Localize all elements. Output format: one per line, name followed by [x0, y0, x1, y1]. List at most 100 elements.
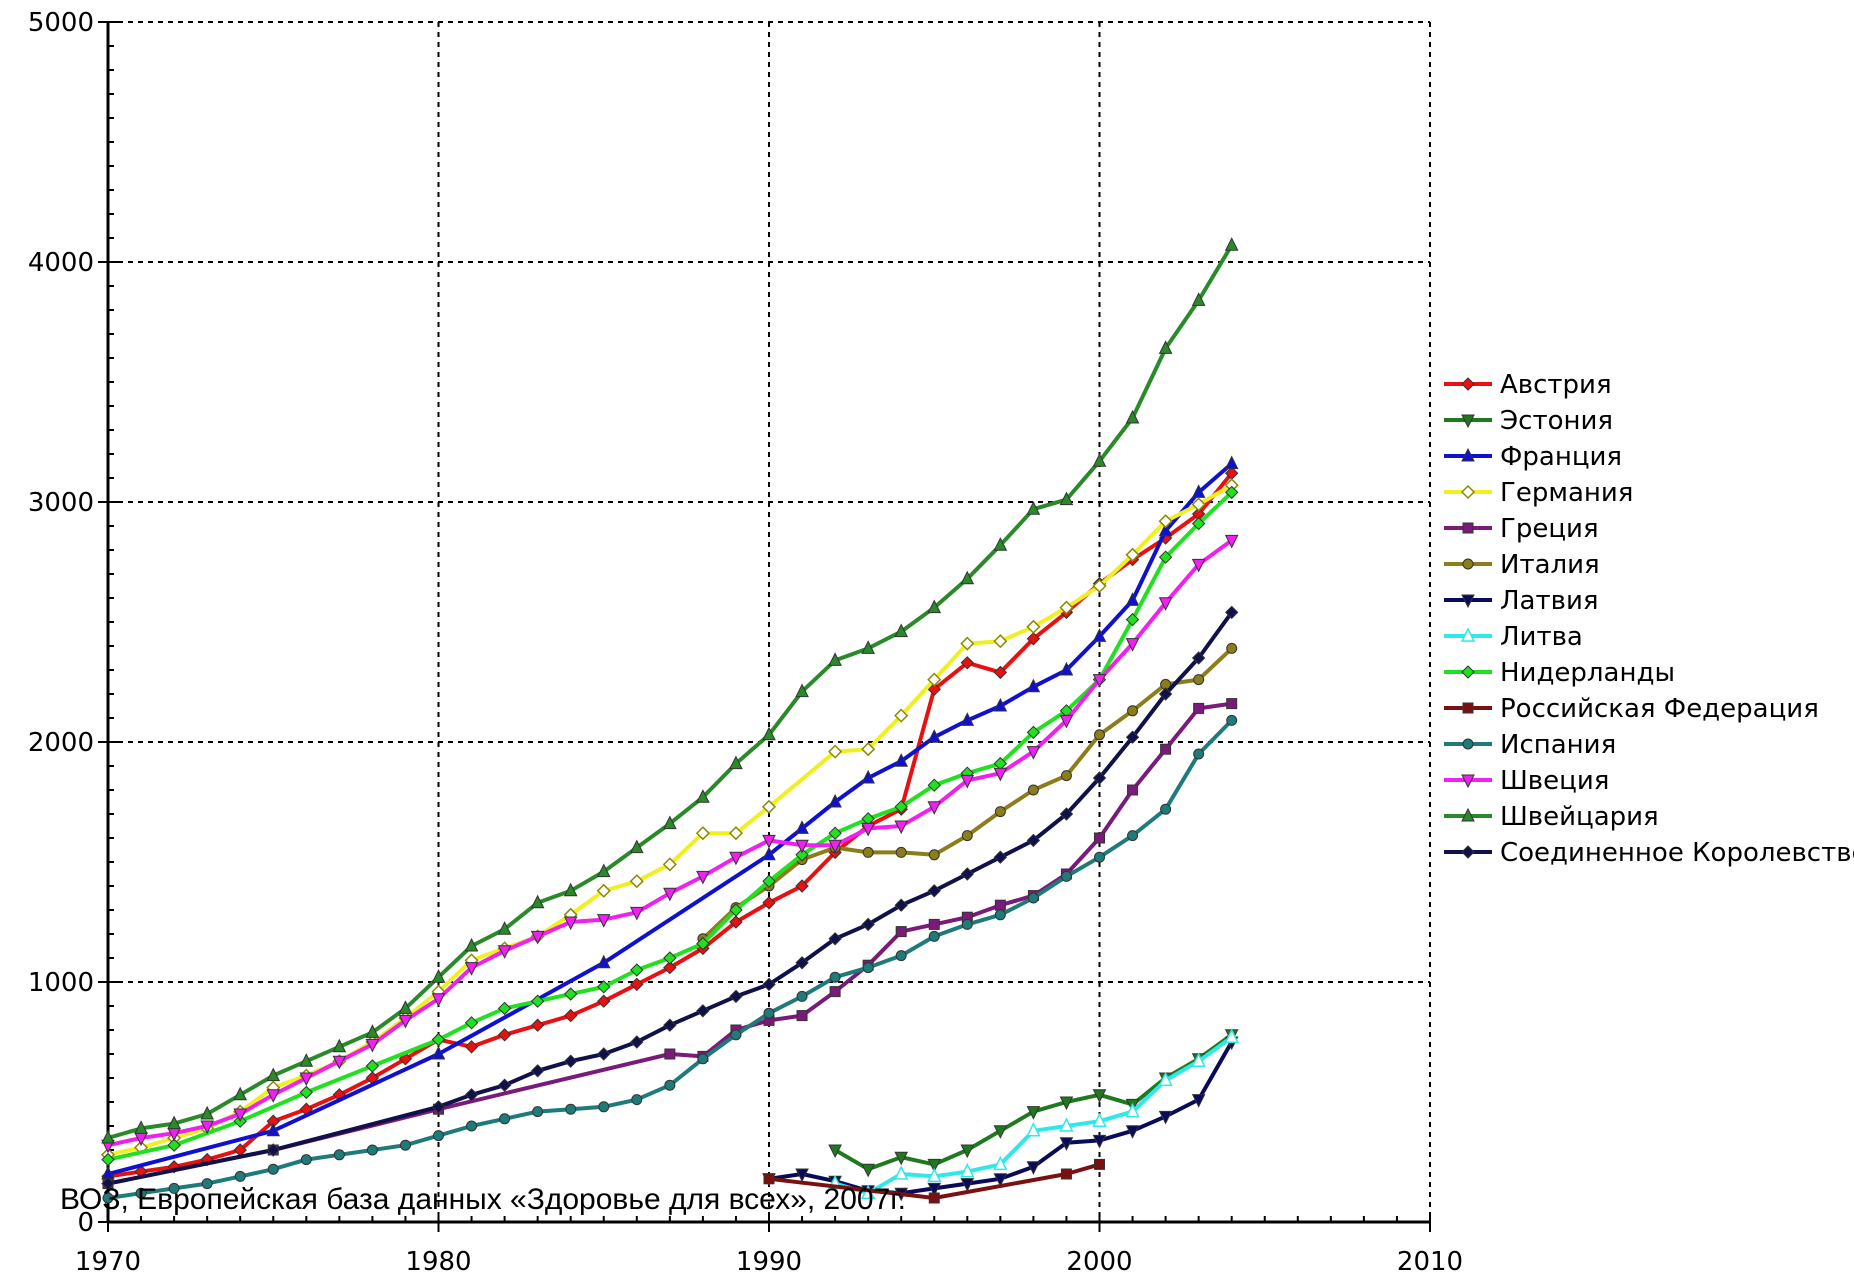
- legend-label-6: Латвия: [1500, 586, 1599, 616]
- data-point: [861, 822, 875, 837]
- data-point: [234, 1170, 246, 1182]
- legend-item-11: Швеция: [1444, 766, 1609, 796]
- data-point: [1059, 1117, 1074, 1132]
- data-point: [631, 1094, 643, 1106]
- data-point: [762, 846, 776, 861]
- legend-label-11: Швеция: [1500, 766, 1609, 796]
- series-line-3: [107, 483, 1233, 1157]
- legend-label-8: Нидерланды: [1500, 658, 1675, 688]
- data-point: [167, 1115, 181, 1130]
- data-point: [993, 1155, 1008, 1171]
- data-point: [861, 917, 875, 932]
- data-point: [565, 1103, 577, 1115]
- data-point: [1026, 678, 1041, 693]
- legend-marker-8: [1461, 665, 1475, 679]
- data-point: [629, 874, 644, 889]
- data-point: [1224, 237, 1239, 251]
- data-point: [795, 839, 809, 854]
- data-point: [365, 1059, 380, 1073]
- data-point: [663, 815, 677, 830]
- data-point: [1160, 743, 1172, 755]
- series-layer: [100, 237, 1239, 1204]
- data-point: [994, 909, 1006, 921]
- data-point: [464, 1016, 479, 1030]
- data-point: [464, 1088, 479, 1102]
- data-point: [960, 867, 975, 881]
- legend-label-0: Австрия: [1500, 370, 1612, 400]
- x-tick-label-1980: 1980: [405, 1247, 471, 1277]
- data-point: [530, 1064, 545, 1078]
- data-point: [829, 986, 841, 998]
- data-point: [993, 634, 1008, 649]
- data-point: [1092, 1089, 1107, 1103]
- data-point: [233, 1086, 248, 1101]
- data-point: [597, 980, 611, 994]
- data-point: [596, 914, 611, 928]
- data-point: [894, 800, 908, 814]
- series-6: [762, 1036, 1239, 1202]
- data-point: [201, 1178, 213, 1190]
- data-point: [1026, 725, 1041, 740]
- legend-marker-10: [1462, 738, 1474, 750]
- series-11: [101, 534, 1239, 1154]
- data-point: [993, 537, 1008, 551]
- data-point: [1125, 638, 1140, 652]
- data-point: [1224, 485, 1239, 500]
- data-point: [431, 1045, 446, 1060]
- data-point: [795, 1168, 809, 1183]
- data-point: [696, 1004, 710, 1018]
- data-point: [928, 849, 940, 861]
- data-point: [299, 1072, 314, 1087]
- data-point: [629, 906, 644, 921]
- data-point: [596, 883, 611, 898]
- data-point: [828, 1144, 842, 1159]
- data-point: [1059, 600, 1074, 615]
- data-point: [894, 623, 909, 638]
- data-point: [861, 769, 875, 784]
- legend-item-2: Франция: [1444, 442, 1622, 472]
- data-point: [762, 834, 776, 849]
- data-point: [398, 1000, 413, 1014]
- data-point: [795, 956, 809, 970]
- data-point: [894, 708, 909, 723]
- data-point: [332, 1038, 347, 1053]
- data-point: [1224, 1028, 1239, 1043]
- data-point: [1158, 550, 1173, 564]
- data-point: [1193, 748, 1205, 760]
- data-point: [630, 977, 644, 992]
- data-point: [828, 652, 842, 666]
- x-tick-label-1990: 1990: [736, 1247, 802, 1277]
- data-point: [1158, 1110, 1173, 1125]
- y-tick-label-5000: 5000: [28, 8, 94, 38]
- data-point: [1127, 830, 1139, 842]
- data-point: [1191, 558, 1206, 573]
- legend-marker-13: [1461, 845, 1475, 859]
- legend-label-9: Российская Федерация: [1500, 694, 1819, 724]
- data-point: [1158, 597, 1173, 611]
- data-point: [729, 851, 743, 866]
- legend-label-7: Литва: [1500, 622, 1583, 652]
- data-point: [333, 1149, 345, 1161]
- data-point: [1092, 1112, 1107, 1127]
- data-point: [266, 1067, 281, 1082]
- data-point: [1193, 674, 1205, 686]
- data-point: [266, 1122, 281, 1137]
- data-point: [1059, 1137, 1074, 1151]
- data-point: [1026, 833, 1041, 848]
- data-point: [1158, 687, 1173, 701]
- data-point: [596, 863, 611, 878]
- data-point: [1125, 612, 1140, 627]
- legend-label-1: Эстония: [1500, 406, 1613, 436]
- legend: Австрия Эстония Франция Германия Греция Итали…: [1444, 370, 1854, 868]
- series-13: [101, 605, 1239, 1191]
- data-point: [332, 1055, 347, 1070]
- data-point: [762, 977, 776, 992]
- data-point: [1026, 1122, 1041, 1137]
- legend-item-3: Германия: [1444, 478, 1633, 508]
- data-point: [497, 1028, 512, 1042]
- legend-item-6: Латвия: [1444, 586, 1599, 616]
- y-tick-label-2000: 2000: [28, 728, 94, 758]
- data-point: [828, 744, 843, 759]
- legend-label-2: Франция: [1500, 442, 1622, 472]
- legend-label-4: Греция: [1500, 514, 1599, 544]
